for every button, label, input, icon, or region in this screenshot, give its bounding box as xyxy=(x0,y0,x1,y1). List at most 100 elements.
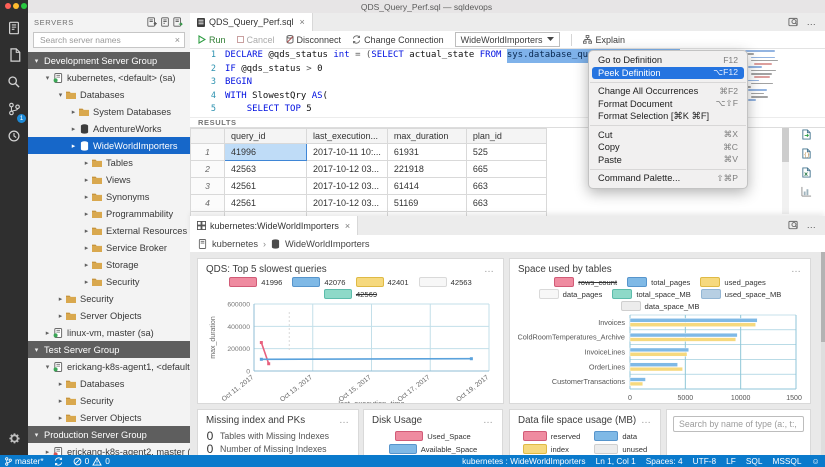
activity-bar-search-icon[interactable] xyxy=(0,70,28,94)
tab-dashboard[interactable]: kubernetes:WideWorldImporters × xyxy=(190,216,359,235)
menu-item-format-document[interactable]: Format Document ⌥⇧F xyxy=(592,98,744,111)
server-group-header[interactable]: ▾ Test Server Group xyxy=(28,341,190,358)
legend-item-used_space_MB[interactable]: used_space_MB xyxy=(700,289,781,299)
results-scrollbar[interactable] xyxy=(782,128,789,214)
grid-cell[interactable]: 663 xyxy=(465,177,547,195)
grid-cell[interactable]: 51169 xyxy=(386,194,467,212)
grid-cell[interactable]: 221918 xyxy=(386,160,467,178)
save-as-json-icon[interactable]: {} xyxy=(801,148,812,159)
close-tab-icon[interactable]: × xyxy=(344,220,351,231)
tree-item[interactable]: ▸ Server Objects xyxy=(28,307,190,324)
legend-item-42076[interactable]: 42076 xyxy=(292,277,346,287)
row-number[interactable]: 2 xyxy=(190,160,225,178)
menu-item-cut[interactable]: Cut ⌘X xyxy=(592,129,744,142)
server-group-header[interactable]: ▾ Production Server Group xyxy=(28,426,190,443)
legend-item-total_space_MB[interactable]: total_space_MB xyxy=(612,289,691,299)
grid-cell[interactable]: 2017-10-12 03... xyxy=(306,160,388,178)
column-header[interactable]: last_execution... xyxy=(306,128,388,144)
open-preview-icon[interactable] xyxy=(787,220,799,231)
view-as-chart-icon[interactable] xyxy=(800,186,812,197)
menu-item-format-selection-k-f[interactable]: Format Selection [⌘K ⌘F] xyxy=(592,110,744,123)
object-search-input[interactable] xyxy=(673,416,804,432)
tree-item[interactable]: ▾ Databases xyxy=(28,86,190,103)
menu-item-peek-definition[interactable]: Peek Definition ⌥F12 xyxy=(592,66,744,79)
problems-indicator[interactable]: 0 0 xyxy=(68,455,115,467)
tree-item[interactable]: ▸ Databases xyxy=(28,375,190,392)
minimize-window-button[interactable] xyxy=(13,3,19,9)
dashboard-scrollbar[interactable] xyxy=(821,252,825,455)
status-utf-8[interactable]: UTF-8 xyxy=(692,456,717,466)
grid-cell[interactable]: 42561 xyxy=(224,177,307,195)
tree-item[interactable]: ▸ External Resources xyxy=(28,222,190,239)
grid-cell[interactable]: 663 xyxy=(465,194,547,212)
server-search-input[interactable] xyxy=(38,34,175,46)
activity-bar-task-history-icon[interactable] xyxy=(0,124,28,148)
grid-cell[interactable]: 2017-10-12 03... xyxy=(306,177,388,195)
activity-bar-connections-icon[interactable] xyxy=(0,16,28,40)
tree-item[interactable]: ▸ Tables xyxy=(28,154,190,171)
clear-search-icon[interactable]: × xyxy=(174,35,180,45)
change-connection-button[interactable]: Change Connection xyxy=(352,35,444,45)
row-number[interactable]: 4 xyxy=(190,194,225,212)
legend-item-42563[interactable]: 42563 xyxy=(418,277,472,287)
save-as-excel-icon[interactable] xyxy=(801,167,812,178)
legend-item-total_pages[interactable]: total_pages xyxy=(627,277,690,287)
tree-item[interactable]: ▸ Security xyxy=(28,273,190,290)
legend-item-41996[interactable]: 41996 xyxy=(229,277,282,287)
status-kubernetes-wideworldimporters[interactable]: kubernetes : WideWorldImporters xyxy=(462,456,586,466)
row-number-header[interactable] xyxy=(190,128,225,144)
menu-item-command-palette[interactable]: Command Palette... ⇧⌘P xyxy=(592,172,744,185)
tree-item[interactable]: ▸ Server Objects xyxy=(28,409,190,426)
settings-gear-icon[interactable] xyxy=(0,426,28,450)
explain-button[interactable]: Explain xyxy=(583,35,625,45)
grid-cell[interactable]: 42563 xyxy=(224,160,307,178)
show-active-connections-icon[interactable] xyxy=(171,16,184,29)
grid-cell[interactable]: 42561 xyxy=(224,194,307,212)
disconnect-button[interactable]: Disconnect xyxy=(286,35,341,45)
menu-item-copy[interactable]: Copy ⌘C xyxy=(592,141,744,154)
row-number[interactable]: 1 xyxy=(190,143,225,161)
grid-cell[interactable]: 2017-10-12 03... xyxy=(306,194,388,212)
tree-item[interactable]: ▾ kubernetes, <default> (sa) xyxy=(28,69,190,86)
row-number[interactable]: 3 xyxy=(190,177,225,195)
tree-item[interactable]: ▸ Storage xyxy=(28,256,190,273)
tree-item[interactable]: ▸ System Databases xyxy=(28,103,190,120)
legend-item-42569[interactable]: 42569 xyxy=(323,289,377,299)
zoom-window-button[interactable] xyxy=(21,3,27,9)
status-sql[interactable]: SQL xyxy=(745,456,763,466)
menu-item-change-all-occurrences[interactable]: Change All Occurrences ⌘F2 xyxy=(592,85,744,98)
breadcrumb-database[interactable]: WideWorldImporters xyxy=(285,238,370,249)
tree-item[interactable]: ▸ linux-vm, master (sa) xyxy=(28,324,190,341)
tab-qds-query-perf[interactable]: QDS_Query_Perf.sql × xyxy=(190,13,313,31)
legend-item-data[interactable]: data xyxy=(594,431,647,441)
legend-item-Available_Space[interactable]: Available_Space xyxy=(388,444,477,454)
more-actions-icon[interactable]: … xyxy=(806,220,817,231)
git-branch-indicator[interactable]: master* xyxy=(0,455,49,467)
open-preview-icon[interactable] xyxy=(787,17,799,28)
status-lf[interactable]: LF xyxy=(726,456,736,466)
grid-cell[interactable]: 665 xyxy=(465,160,547,178)
legend-item-data_space_MB[interactable]: data_space_MB xyxy=(620,301,699,311)
tree-item[interactable]: ▸ Programmability xyxy=(28,205,190,222)
close-tab-icon[interactable]: × xyxy=(299,17,305,27)
tree-item[interactable]: ▸ Views xyxy=(28,171,190,188)
column-header[interactable]: max_duration xyxy=(386,128,467,144)
grid-cell[interactable]: 61931 xyxy=(386,143,467,161)
status-mssql[interactable]: MSSQL xyxy=(772,456,802,466)
save-as-csv-icon[interactable] xyxy=(801,129,812,140)
tree-item[interactable]: ▾ erickang-k8s-agent1, <default> (sa) xyxy=(28,358,190,375)
column-header[interactable]: plan_id xyxy=(465,128,547,144)
tree-item[interactable]: ▸ Service Broker xyxy=(28,239,190,256)
column-header[interactable]: query_id xyxy=(224,128,307,144)
panel-more-icon[interactable]: … xyxy=(641,415,652,426)
activity-bar-source-control-icon[interactable]: 1 xyxy=(0,97,28,123)
menu-item-paste[interactable]: Paste ⌘V xyxy=(592,154,744,167)
legend-item-index[interactable]: index xyxy=(522,444,581,454)
panel-more-icon[interactable]: … xyxy=(791,264,802,275)
panel-more-icon[interactable]: … xyxy=(484,264,495,275)
status-ln-1-col-1[interactable]: Ln 1, Col 1 xyxy=(595,456,636,466)
new-connection-icon[interactable] xyxy=(145,16,158,29)
breadcrumb-server[interactable]: kubernetes xyxy=(212,238,258,249)
panel-more-icon[interactable]: … xyxy=(339,415,350,426)
selected-cell[interactable]: 41996 xyxy=(224,143,307,161)
